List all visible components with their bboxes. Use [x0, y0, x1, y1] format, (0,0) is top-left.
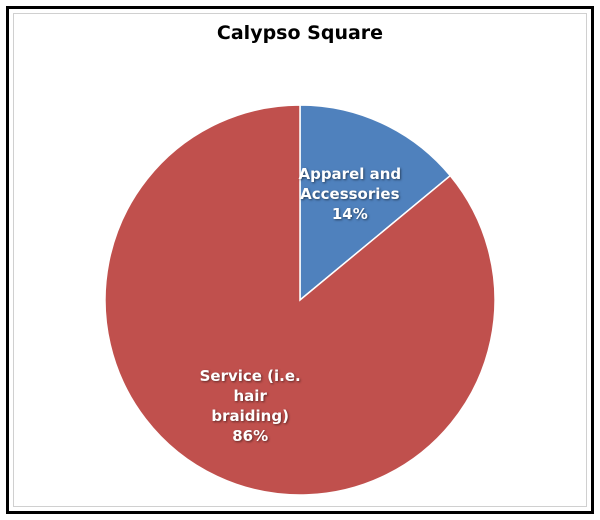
slice-label: Apparel and Accessories 14% [298, 164, 402, 224]
pie-slice [104, 104, 496, 496]
chart-title: Calypso Square [216, 22, 384, 44]
slice-label: Service (i.e. hair braiding) 86% [198, 366, 302, 446]
chart-frame [6, 6, 594, 514]
value-label: 14% [331, 205, 368, 224]
value-label: 86% [232, 426, 269, 445]
category-label: Apparel and Accessories [298, 165, 402, 204]
pie-slice [299, 104, 452, 302]
chart-inner-border [13, 13, 587, 507]
category-label: Service (i.e. hair braiding) [199, 366, 301, 425]
